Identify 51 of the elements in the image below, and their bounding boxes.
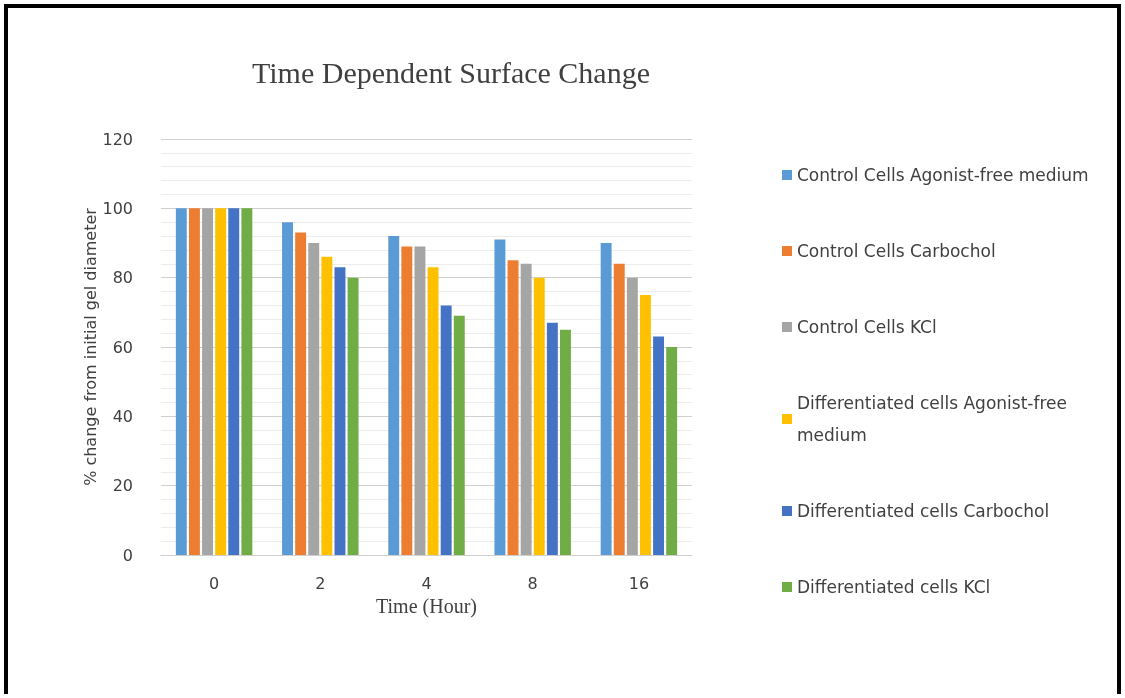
bar — [533, 277, 545, 555]
legend-label: Differentiated cells KCl — [797, 577, 991, 597]
legend-label: Control Cells KCl — [797, 317, 937, 337]
bar — [440, 305, 452, 555]
bar — [334, 267, 346, 555]
y-tick-label: 120 — [102, 129, 133, 149]
y-tick-label: 40 — [112, 406, 133, 426]
bar — [639, 295, 651, 555]
bar — [560, 329, 571, 555]
bar — [666, 347, 678, 555]
bar — [308, 243, 320, 555]
bar — [653, 336, 665, 555]
y-axis-title: % change from initial gel diameter — [81, 207, 101, 486]
bar — [188, 208, 200, 555]
legend-label: Differentiated cells Carbochol — [797, 501, 1050, 521]
bar — [600, 243, 612, 555]
y-tick-label: 20 — [112, 476, 133, 496]
x-tick-label: 4 — [421, 573, 432, 593]
bar — [520, 263, 532, 555]
y-tick-label: 100 — [102, 198, 133, 218]
bar — [321, 256, 333, 555]
bar — [507, 260, 519, 555]
bar — [347, 277, 359, 555]
y-tick-label: 60 — [112, 337, 133, 357]
bar — [453, 315, 465, 555]
x-tick-label: 8 — [527, 573, 538, 593]
bar — [427, 267, 439, 555]
bar — [494, 239, 506, 555]
bar — [228, 208, 240, 555]
bar — [414, 246, 426, 555]
bar — [546, 322, 558, 555]
bar — [282, 222, 293, 555]
bar — [388, 236, 400, 555]
x-tick-label: 0 — [209, 573, 220, 593]
legend-label: Differentiated cells Agonist-free medium — [797, 393, 1073, 445]
legend-label: Control Cells Agonist-free medium — [797, 165, 1089, 185]
bar — [215, 208, 227, 555]
bar — [401, 246, 413, 555]
x-axis-title: Time (Hour) — [376, 594, 477, 618]
x-tick-label: 2 — [315, 573, 326, 593]
bar — [626, 277, 638, 555]
bar — [175, 208, 187, 555]
y-tick-label: 0 — [122, 545, 133, 565]
bar — [202, 208, 214, 555]
legend-label: Control Cells Carbochol — [797, 241, 996, 261]
x-tick-label: 16 — [628, 573, 650, 593]
bar — [295, 232, 307, 555]
y-tick-label: 80 — [112, 268, 133, 288]
chart-title: Time Dependent Surface Change — [252, 55, 650, 89]
bar — [613, 263, 625, 555]
bar — [241, 208, 253, 555]
